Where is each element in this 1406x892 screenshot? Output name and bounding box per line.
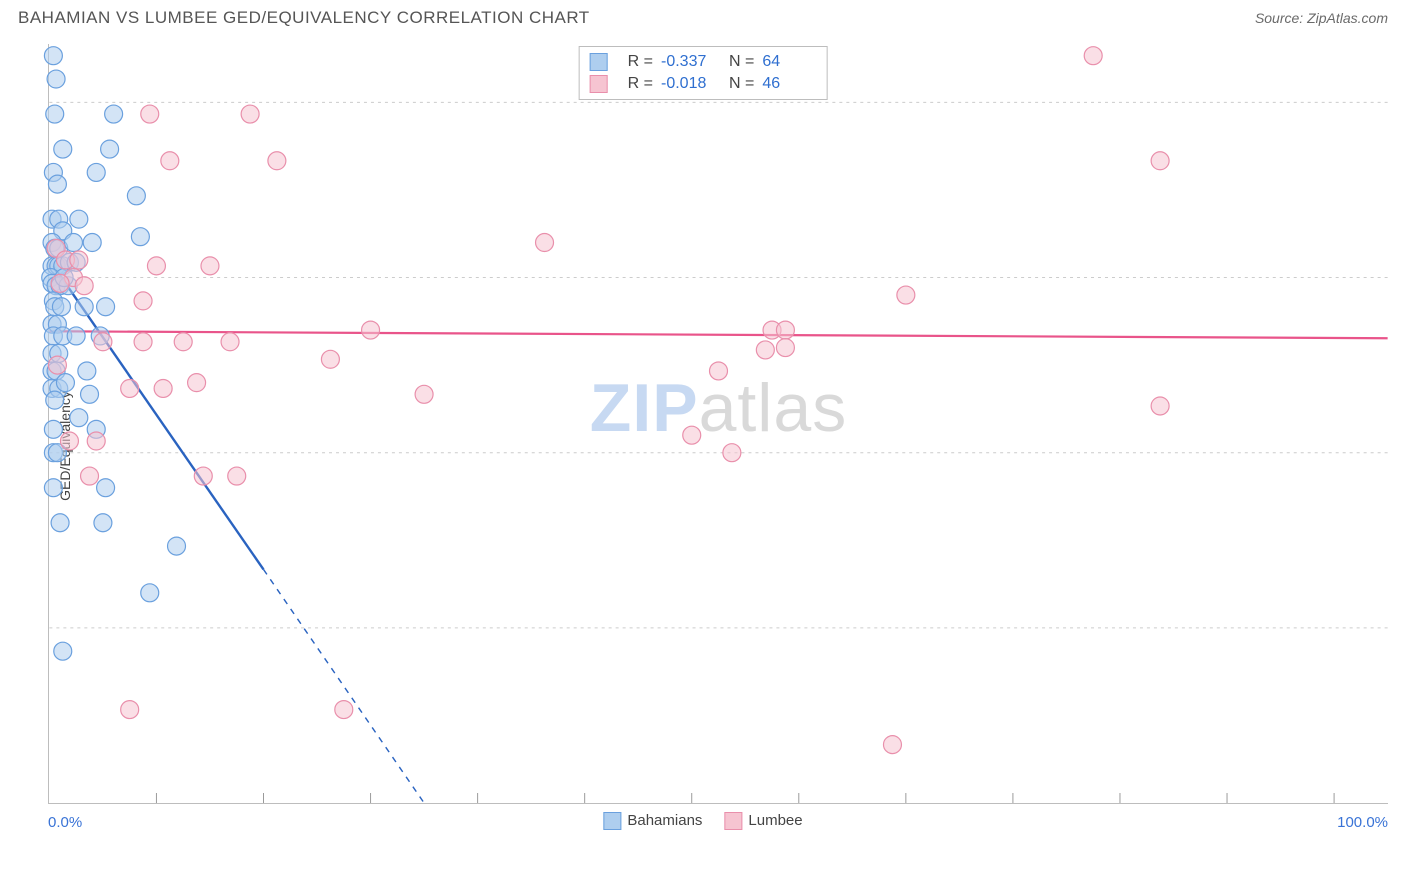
chart-title: BAHAMIAN VS LUMBEE GED/EQUIVALENCY CORRE…	[18, 8, 590, 28]
legend-swatch	[603, 812, 621, 830]
legend-label: Bahamians	[627, 812, 702, 829]
legend-swatch	[590, 75, 608, 93]
legend-r-value: -0.337	[661, 53, 715, 71]
legend-n-label: N =	[729, 75, 754, 93]
correlation-legend: R = -0.337 N = 64 R = -0.018 N = 46	[579, 46, 828, 100]
legend-item: Bahamians	[603, 812, 702, 830]
legend-label: Lumbee	[748, 812, 802, 829]
legend-n-label: N =	[729, 53, 754, 71]
legend-swatch	[590, 53, 608, 71]
legend-r-label: R =	[628, 75, 653, 93]
plot-svg	[49, 44, 1388, 803]
x-axis-max-label: 100.0%	[1337, 814, 1388, 831]
legend-row: R = -0.018 N = 46	[590, 73, 817, 95]
source-label: Source: ZipAtlas.com	[1255, 10, 1388, 26]
series-legend: Bahamians Lumbee	[603, 812, 802, 830]
legend-n-value: 46	[762, 75, 816, 93]
legend-row: R = -0.337 N = 64	[590, 51, 817, 73]
legend-item: Lumbee	[724, 812, 802, 830]
legend-r-value: -0.018	[661, 75, 715, 93]
legend-swatch	[724, 812, 742, 830]
x-axis-origin-label: 0.0%	[48, 814, 82, 831]
legend-r-label: R =	[628, 53, 653, 71]
plot-area: ZIPatlas 55.0%70.0%85.0%100.0%	[48, 44, 1388, 804]
legend-n-value: 64	[762, 53, 816, 71]
